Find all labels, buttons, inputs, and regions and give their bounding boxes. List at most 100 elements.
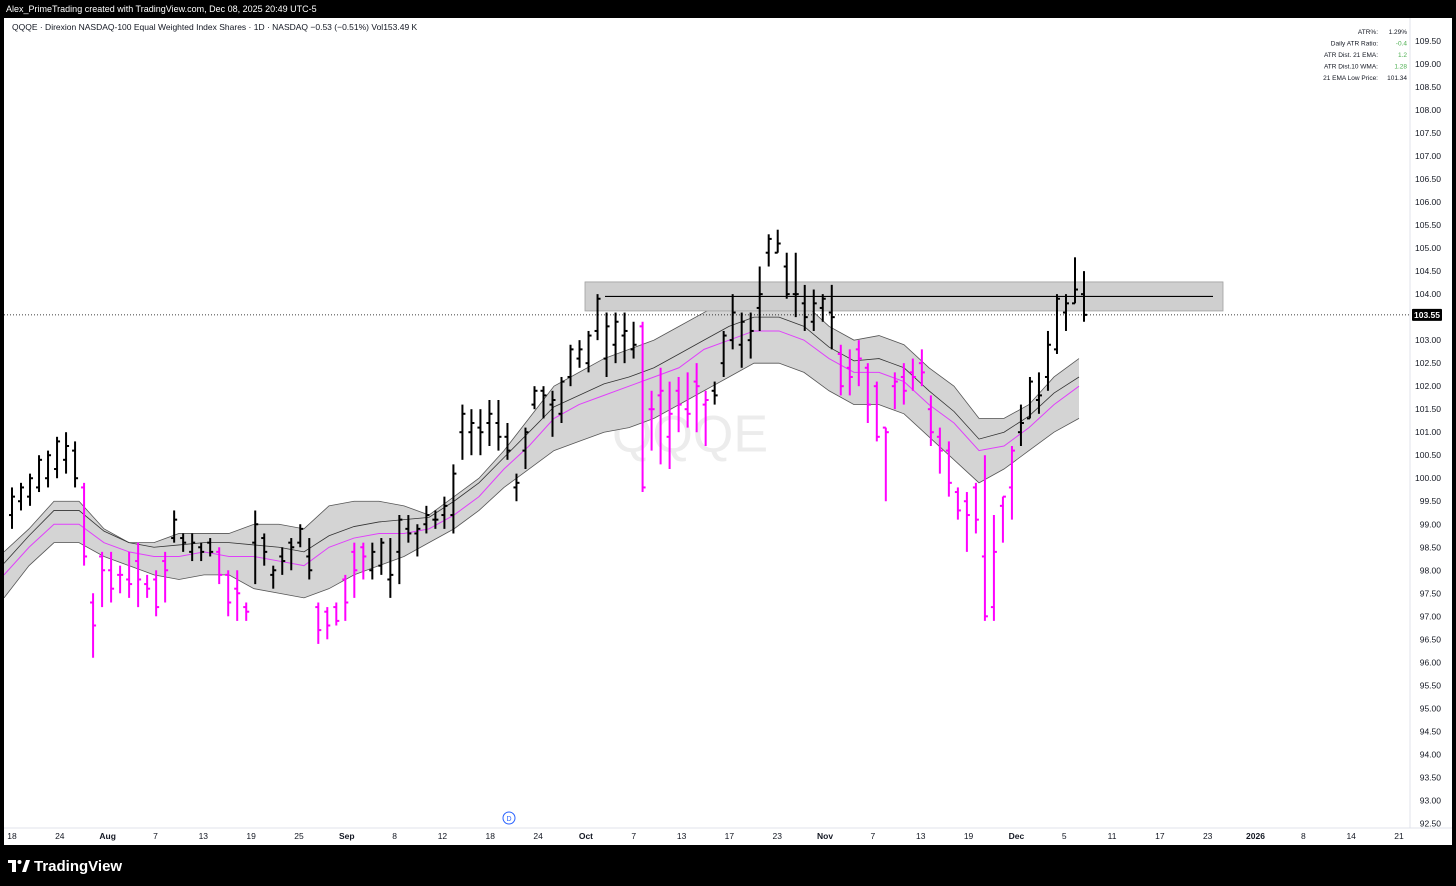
tradingview-logo[interactable]: TradingView: [8, 856, 122, 876]
ohlc-bar: [441, 496, 448, 529]
ohlc-bar: [882, 426, 889, 502]
price-tick-label: 106.00: [1415, 197, 1441, 207]
price-tick-label: 106.50: [1415, 174, 1441, 184]
stats-value: 101.34: [1387, 75, 1407, 82]
ohlc-bar: [108, 551, 115, 603]
chart-pane[interactable]: QQQE 109.50 109.00 108.50 108.00 107.50 107.00…: [4, 18, 1452, 845]
ohlc-bar: [990, 515, 997, 621]
ohlc-bar: [513, 473, 520, 502]
ohlc-bar: [783, 252, 790, 299]
time-tick-label: 8: [1301, 831, 1306, 841]
time-tick-label: 7: [153, 831, 158, 841]
price-tick-label: 107.00: [1415, 151, 1441, 161]
ohlc-bar: [495, 399, 502, 451]
price-chart[interactable]: QQQE109.50109.00108.50108.00107.50107.00…: [4, 18, 1452, 845]
time-tick-label: 21: [1394, 831, 1404, 841]
tradingview-logo-icon: [8, 860, 30, 872]
footer-bar: TradingView: [0, 845, 1456, 886]
ohlc-bar: [36, 455, 43, 493]
ohlc-bar: [54, 436, 61, 479]
ohlc-bar: [378, 538, 385, 575]
ohlc-bar: [549, 390, 556, 437]
ohlc-bar: [945, 441, 952, 497]
ohlc-bar: [171, 510, 178, 543]
ohlc-bar: [9, 487, 15, 529]
ohlc-bar: [693, 363, 700, 433]
symbol-legend: QQQE · Direxion NASDAQ-100 Equal Weighte…: [12, 22, 418, 32]
time-tick-label: 5: [1062, 831, 1067, 841]
ohlc-bar: [405, 515, 412, 543]
ohlc-bar: [612, 312, 619, 364]
ohlc-bar: [1017, 404, 1024, 447]
ohlc-bar: [1026, 376, 1033, 420]
ohlc-bar: [855, 340, 862, 387]
ohlc-bar: [657, 367, 664, 465]
ohlc-bar: [675, 376, 682, 433]
time-tick-label: 18: [486, 831, 496, 841]
dividend-marker-icon: [502, 811, 516, 825]
price-tick-label: 109.50: [1415, 36, 1441, 46]
ohlc-bar: [765, 234, 772, 267]
time-tick-label: 23: [1203, 831, 1213, 841]
ohlc-bar: [900, 363, 907, 405]
ohlc-bar: [936, 427, 943, 474]
price-tick-label: 95.00: [1420, 703, 1442, 713]
ohlc-bar: [828, 284, 835, 350]
tradingview-brand-text: TradingView: [34, 857, 123, 875]
time-tick-label: 24: [55, 831, 65, 841]
price-tick-label: 99.00: [1420, 519, 1442, 529]
ohlc-bar: [72, 441, 79, 488]
time-tick-label: 17: [1155, 831, 1165, 841]
price-tick-label: 100.00: [1415, 473, 1441, 483]
ohlc-bar: [1081, 271, 1087, 322]
stats-value: 1.29%: [1389, 29, 1408, 36]
ohlc-bar: [153, 570, 160, 617]
time-tick-label: 13: [677, 831, 687, 841]
ohlc-bar: [873, 381, 880, 442]
ohlc-bar: [306, 538, 313, 580]
ohlc-bar: [666, 381, 673, 470]
time-tick-label: 19: [246, 831, 256, 841]
ohlc-bar: [288, 538, 295, 571]
ohlc-bar: [1008, 446, 1015, 520]
ohlc-bar: [585, 330, 592, 373]
ohlc-bar: [1035, 372, 1042, 414]
price-tick-label: 102.00: [1415, 381, 1441, 391]
time-tick-label: Dec: [1009, 831, 1025, 841]
keltner-band-fill: [4, 294, 1079, 598]
ohlc-bar: [1071, 257, 1078, 305]
time-tick-label: 14: [1346, 831, 1356, 841]
ohlc-bar: [801, 284, 808, 331]
ohlc-bar: [477, 409, 484, 456]
ohlc-bar: [99, 551, 106, 608]
ohlc-bar: [126, 551, 133, 598]
ohlc-bar: [720, 330, 727, 377]
time-tick-label: Aug: [99, 831, 116, 841]
ohlc-bar: [342, 574, 349, 621]
price-tick-label: 105.50: [1415, 220, 1441, 230]
ohlc-bar: [567, 344, 574, 387]
ohlc-bar: [603, 312, 610, 377]
ohlc-bar: [639, 321, 646, 493]
ohlc-bar: [234, 570, 241, 621]
time-tick-label: Oct: [579, 831, 593, 841]
time-tick-label: 25: [294, 831, 304, 841]
ohlc-bar: [189, 533, 196, 562]
ohlc-bar: [594, 294, 601, 341]
time-tick-label: 2026: [1246, 831, 1265, 841]
ohlc-bar: [45, 450, 52, 488]
price-tick-label: 93.00: [1420, 795, 1442, 805]
ohlc-bar: [396, 515, 403, 585]
price-tick-label: 98.00: [1420, 565, 1442, 575]
ohlc-bar: [540, 386, 547, 419]
stats-value: 1.28: [1394, 64, 1407, 71]
time-tick-label: 7: [631, 831, 636, 841]
ohlc-bar: [792, 252, 799, 318]
price-tick-label: 101.00: [1415, 427, 1441, 437]
price-tick-label: 97.00: [1420, 611, 1442, 621]
ohlc-bar: [504, 423, 511, 460]
stats-value: 1.2: [1398, 52, 1407, 59]
ohlc-bar: [810, 289, 817, 331]
ohlc-bar: [243, 602, 250, 621]
ohlc-bar: [63, 432, 70, 474]
